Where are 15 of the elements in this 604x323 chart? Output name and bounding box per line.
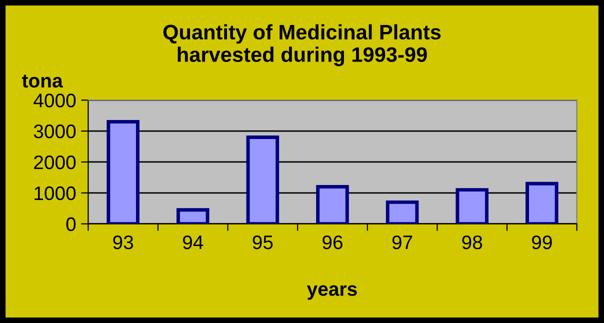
x-tick-label: 94	[182, 235, 204, 250]
y-axis-title: tona	[22, 74, 63, 88]
y-tick-label: 4000	[34, 94, 76, 108]
x-tick-label: 98	[462, 235, 482, 250]
x-tick-label: 99	[532, 235, 552, 250]
y-tick-label: 0	[66, 217, 76, 232]
chart-title: Quantity of Medicinal Plants harvested during 1993-99	[163, 24, 441, 66]
x-tick-label: 97	[392, 235, 412, 250]
x-tick-label: 93	[113, 235, 134, 250]
x-tick-label: 95	[252, 235, 273, 250]
y-tick-label: 1000	[34, 186, 76, 200]
x-tick-label: 96	[322, 235, 342, 250]
y-tick-label: 3000	[34, 124, 76, 138]
x-axis-title: years	[306, 285, 357, 300]
y-tick-label: 2000	[34, 155, 76, 170]
